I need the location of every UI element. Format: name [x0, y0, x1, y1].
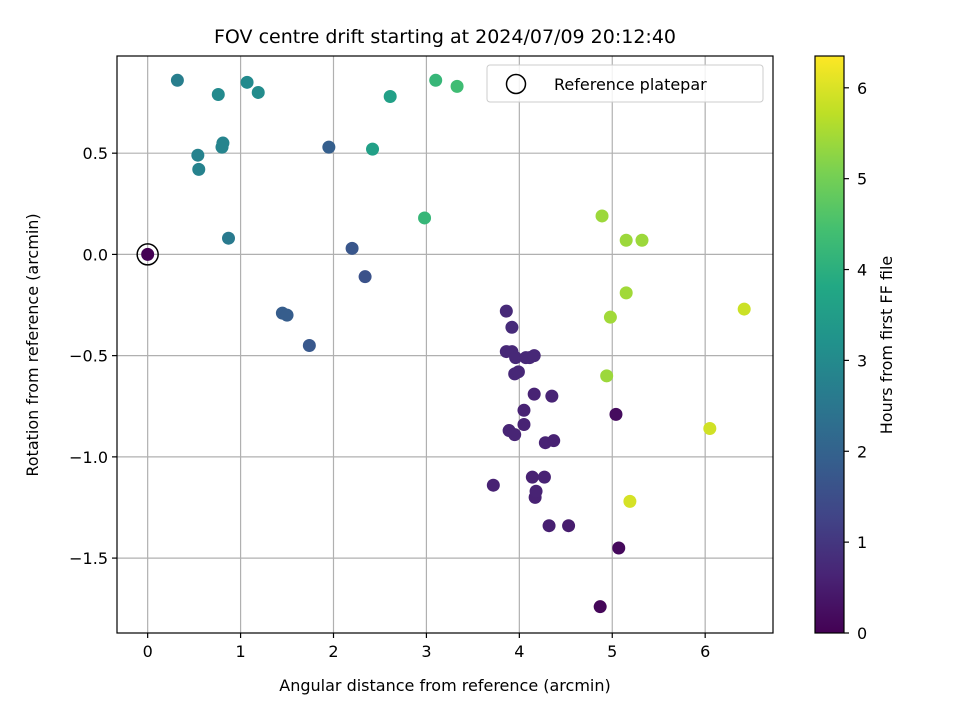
legend: Reference platepar [486, 64, 764, 103]
x-tick-label: 3 [421, 642, 431, 661]
scatter-point [603, 310, 617, 324]
x-axis-ticks: 0 1 2 3 4 5 6 [143, 633, 710, 661]
scatter-point [517, 417, 531, 431]
y-tick-label: −0.5 [69, 347, 108, 366]
scatter-point [222, 231, 236, 245]
scatter-point [511, 365, 525, 379]
scatter-point [216, 136, 230, 150]
scatter-point [192, 162, 206, 176]
scatter-point [170, 73, 184, 87]
legend-label-reference: Reference platepar [554, 75, 707, 94]
scatter-point [508, 428, 522, 442]
x-tick-label: 4 [514, 642, 524, 661]
chart-title: FOV centre drift starting at 2024/07/09 … [214, 26, 676, 48]
scatter-point [619, 233, 633, 247]
scatter-point [505, 320, 519, 334]
y-tick-label: −1.0 [69, 448, 108, 467]
scatter-point [537, 470, 551, 484]
y-axis-label: Rotation from reference (arcmin) [23, 213, 42, 476]
colorbar-tick-label: 6 [857, 79, 867, 98]
x-tick-label: 2 [328, 642, 338, 661]
x-tick-label: 5 [607, 642, 617, 661]
scatter-point [302, 339, 316, 353]
plot-frame [116, 55, 774, 634]
y-axis-ticks: −1.5 −1.0 −0.5 0.0 0.5 [69, 144, 117, 568]
scatter-point [211, 87, 225, 101]
x-tick-label: 6 [700, 642, 710, 661]
colorbar-tick-label: 0 [857, 624, 867, 643]
colorbar-tick-label: 3 [857, 351, 867, 370]
scatter-point [366, 142, 380, 156]
x-tick-label: 0 [143, 642, 153, 661]
scatter-points [141, 73, 751, 614]
scatter-point [703, 422, 717, 436]
scatter-point [529, 484, 543, 498]
scatter-point [251, 85, 265, 99]
scatter-point [525, 470, 539, 484]
grid [117, 56, 773, 633]
legend-marker-reference [505, 73, 527, 95]
scatter-point [595, 209, 609, 223]
scatter-point [141, 247, 155, 261]
scatter-point [450, 79, 464, 93]
x-axis-label: Angular distance from reference (arcmin) [279, 676, 610, 695]
reference-platepar-marker [136, 243, 159, 266]
colorbar-tick-label: 1 [857, 533, 867, 552]
scatter-point [609, 407, 623, 421]
legend-box [486, 64, 764, 103]
scatter-point [358, 270, 372, 284]
scatter-point [527, 349, 541, 363]
scatter-point [499, 304, 513, 318]
scatter-point [527, 387, 541, 401]
colorbar-tick-label: 2 [857, 442, 867, 461]
y-tick-label: 0.5 [83, 144, 108, 163]
scatter-point [600, 369, 614, 383]
scatter-point [562, 519, 576, 533]
colorbar-ticks: 0 1 2 3 4 5 6 [844, 79, 867, 643]
scatter-point [737, 302, 751, 316]
scatter-point [542, 519, 556, 533]
scatter-point [509, 351, 523, 365]
scatter-point [619, 286, 633, 300]
scatter-point [517, 403, 531, 417]
y-tick-label: 0.0 [83, 245, 108, 264]
x-tick-label: 1 [235, 642, 245, 661]
scatter-point [345, 241, 359, 255]
scatter-point [280, 308, 294, 322]
y-tick-label: −1.5 [69, 549, 108, 568]
scatter-point [322, 140, 336, 154]
colorbar [814, 55, 845, 634]
reference-marker-layer [136, 243, 159, 266]
scatter-point [623, 494, 637, 508]
scatter-point [547, 434, 561, 448]
colorbar-tick-label: 4 [857, 261, 867, 280]
scatter-point [429, 73, 443, 87]
scatter-point [593, 600, 607, 614]
scatter-point [418, 211, 432, 225]
colorbar-tick-label: 5 [857, 170, 867, 189]
scatter-point [191, 148, 205, 162]
scatter-point [240, 75, 254, 89]
scatter-point [486, 478, 500, 492]
colorbar-label: Hours from first FF file [877, 256, 896, 435]
scatter-point [612, 541, 626, 555]
scatter-point [635, 233, 649, 247]
scatter-point [545, 389, 559, 403]
scatter-point [383, 89, 397, 103]
